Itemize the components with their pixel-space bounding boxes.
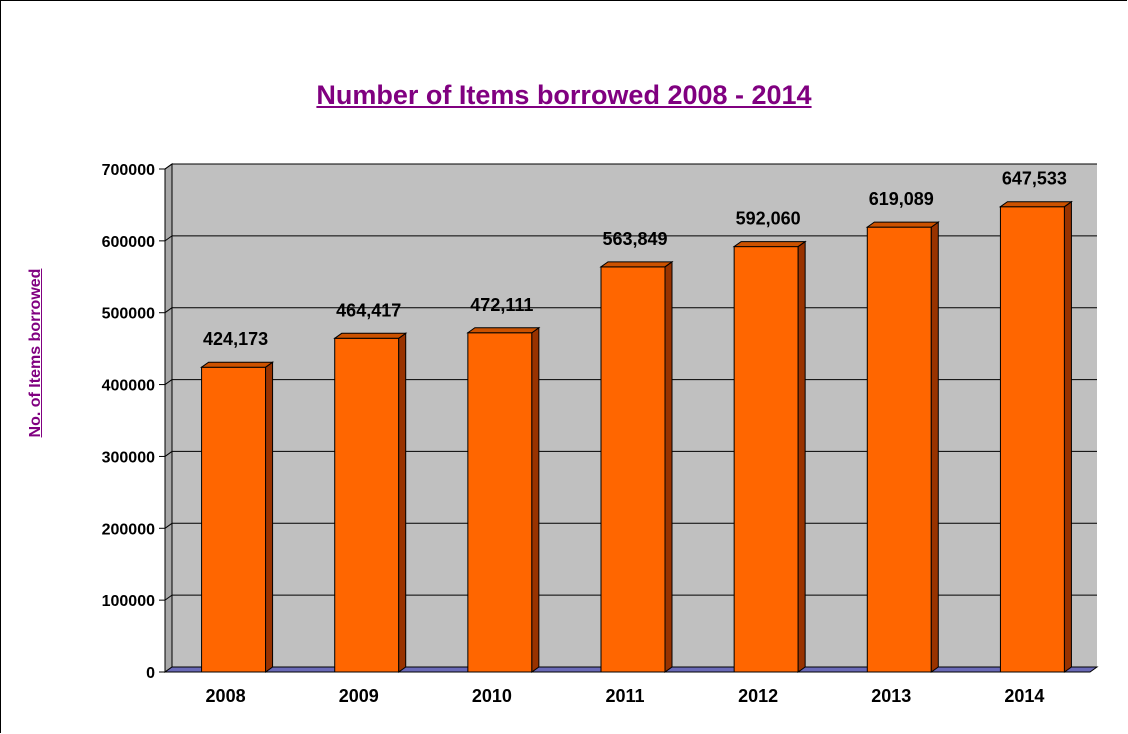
x-tick-label: 2011 (605, 686, 644, 706)
x-tick-label: 2012 (738, 686, 778, 706)
gridline-side (164, 307, 173, 314)
bar-side (531, 326, 540, 673)
data-label: 592,060 (736, 209, 801, 229)
bar-top (998, 201, 1073, 208)
x-tick-label: 2013 (871, 686, 911, 706)
bar-side (398, 332, 407, 673)
bar-side (1063, 200, 1072, 673)
data-label: 464,417 (336, 300, 401, 320)
bar-top (865, 221, 940, 228)
bar (600, 266, 666, 673)
bar-top (599, 261, 674, 268)
y-tick-label: 100000 (102, 593, 155, 610)
gridline-side (164, 594, 173, 601)
bar (999, 206, 1065, 673)
y-tick-label: 400000 (102, 378, 155, 395)
bar-top (200, 361, 275, 368)
y-tick-label: 700000 (102, 162, 155, 179)
bar (467, 332, 533, 673)
bar (201, 366, 267, 673)
y-tick-label: 500000 (102, 306, 155, 323)
gridline-side (164, 235, 173, 242)
data-label: 424,173 (203, 329, 268, 349)
x-tick-label: 2010 (472, 686, 512, 706)
bar-top (466, 327, 541, 334)
x-tick-label: 2014 (1004, 686, 1044, 706)
bar-side (797, 240, 806, 673)
bar (334, 337, 400, 673)
bar-top (732, 241, 807, 248)
y-tick-label: 0 (146, 665, 155, 682)
data-label: 619,089 (869, 189, 934, 209)
gridline-side (164, 379, 173, 385)
y-tick-label: 300000 (102, 449, 155, 466)
bar-side (664, 260, 673, 673)
data-label: 472,111 (470, 295, 533, 315)
gridline-side (164, 163, 173, 170)
data-label: 563,849 (602, 229, 667, 249)
y-tick-label: 200000 (102, 521, 155, 538)
x-tick-label: 2008 (206, 686, 246, 706)
x-tick-label: 2009 (339, 686, 379, 706)
data-label: 647,533 (1002, 169, 1067, 189)
bar-side (265, 361, 274, 673)
bar (733, 246, 799, 673)
bar-side (930, 221, 939, 673)
bar-top (333, 332, 408, 339)
y-tick-label: 600000 (102, 234, 155, 251)
gridline-side (164, 451, 173, 457)
gridline-side (164, 522, 173, 529)
chart-title: Number of Items borrowed 2008 - 2014 (316, 80, 812, 110)
bar (866, 226, 932, 673)
